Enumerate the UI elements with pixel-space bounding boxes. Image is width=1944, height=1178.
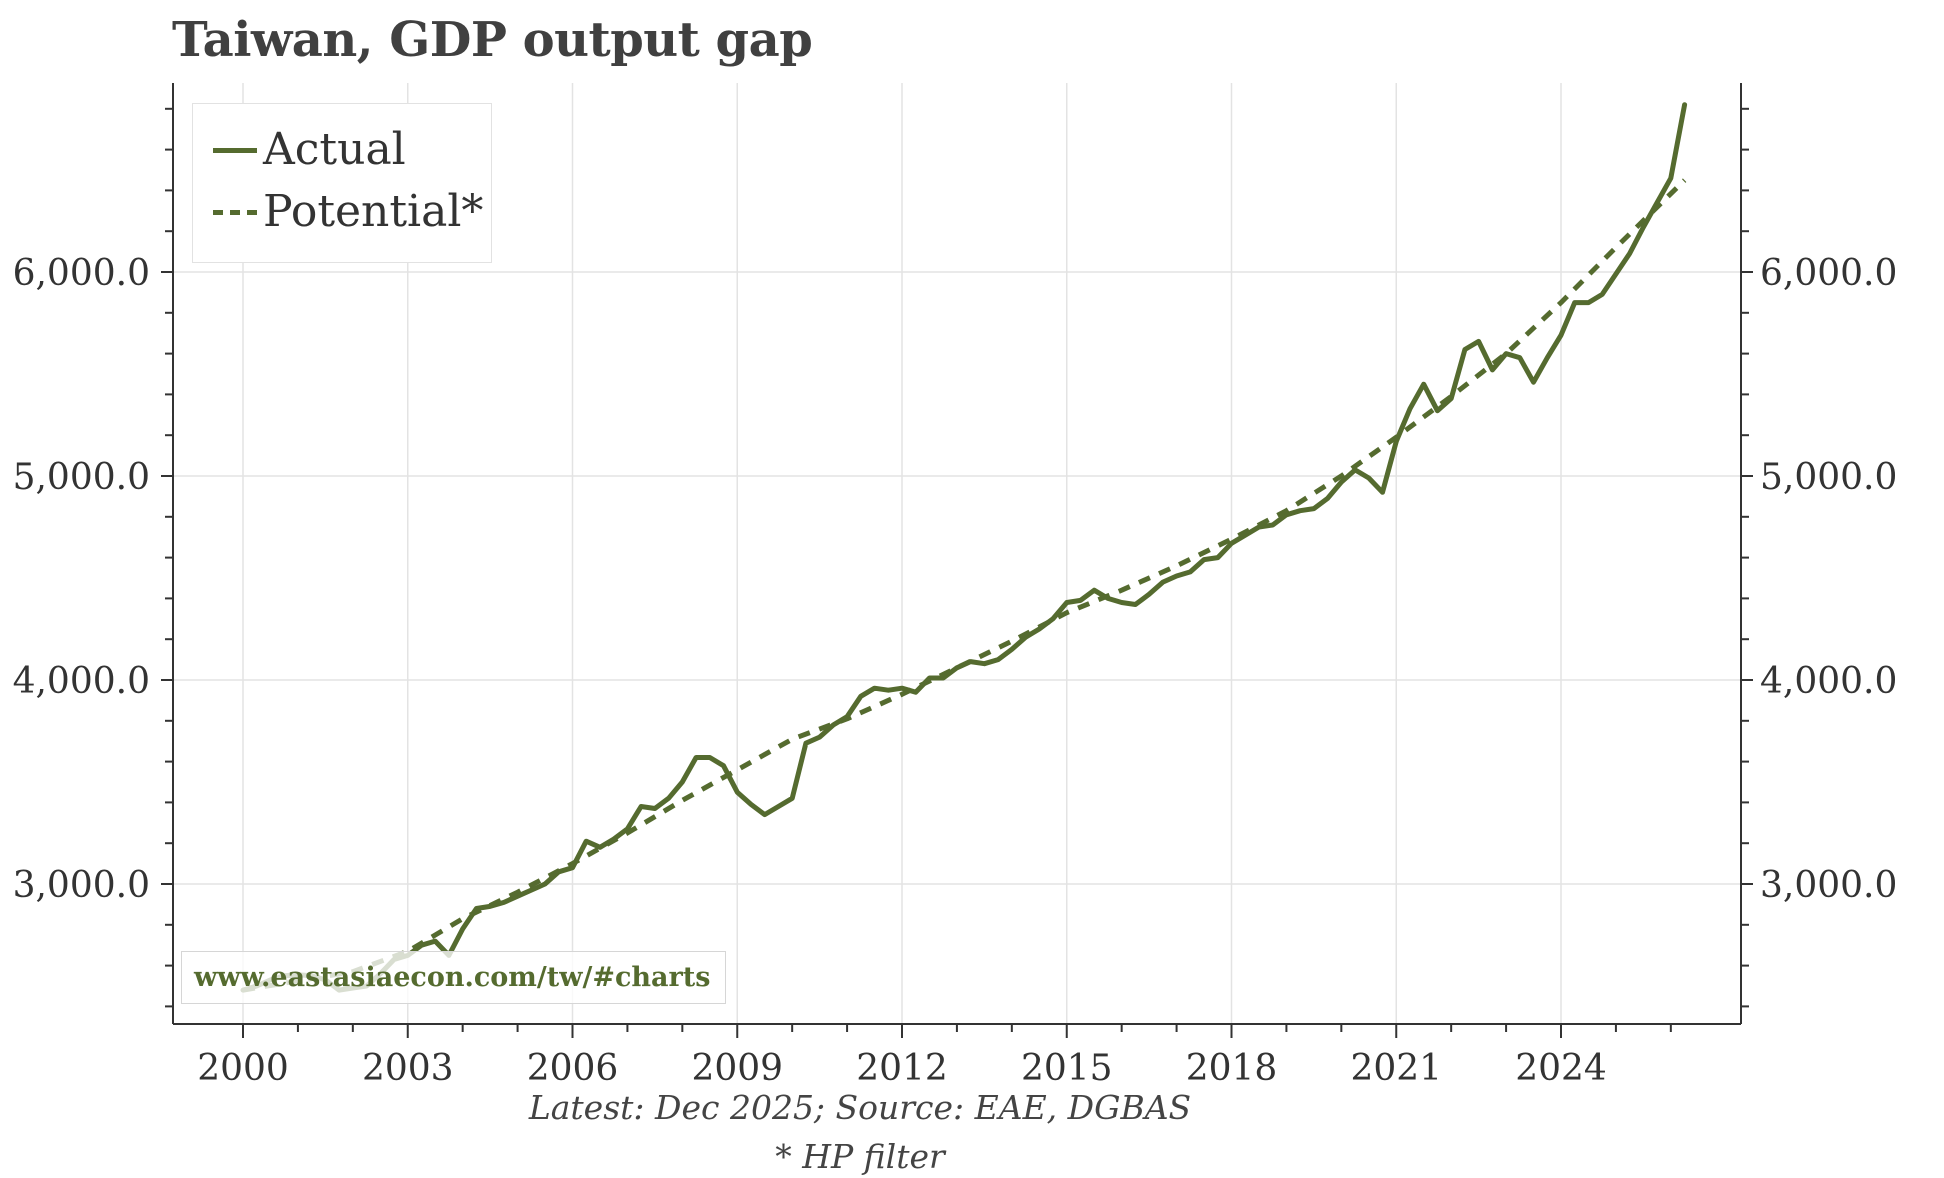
legend-item-actual: Actual	[213, 124, 483, 175]
watermark-box: www.eastasiaecon.com/tw/#charts	[181, 951, 726, 1004]
y-tick-label-left-1: 4,000.0	[13, 661, 150, 702]
x-tick-label-2024: 2024	[1515, 1048, 1607, 1089]
x-tick-label-2021: 2021	[1350, 1048, 1442, 1089]
legend-label-actual: Actual	[263, 124, 406, 175]
x-tick-label-2018: 2018	[1186, 1048, 1278, 1089]
x-tick-label-2000: 2000	[197, 1048, 289, 1089]
watermark-url: www.eastasiaecon.com/tw/#charts	[194, 962, 711, 993]
x-tick-label-2003: 2003	[362, 1048, 454, 1089]
y-tick-label-left-0: 3,000.0	[13, 865, 150, 906]
series-line-potential	[242, 178, 1687, 993]
y-tick-label-right-2: 5,000.0	[1760, 457, 1897, 498]
footer-source: Latest: Dec 2025; Source: EAE, DGBAS	[528, 1088, 1192, 1127]
y-tick-label-right-1: 4,000.0	[1760, 661, 1897, 702]
y-tick-label-left-2: 5,000.0	[13, 457, 150, 498]
series-layer	[240, 102, 1688, 993]
x-tick-label-2012: 2012	[856, 1048, 948, 1089]
x-tick-label-2006: 2006	[527, 1048, 619, 1089]
y-tick-label-right-3: 6,000.0	[1760, 253, 1897, 294]
legend-label-potential: Potential*	[263, 186, 484, 237]
footer-note: * HP filter	[775, 1137, 945, 1176]
x-tick-label-2009: 2009	[691, 1048, 783, 1089]
legend-swatch-potential	[213, 210, 257, 215]
chart-title: Taiwan, GDP output gap	[172, 12, 813, 68]
legend: Actual Potential*	[192, 103, 492, 263]
legend-item-potential: Potential*	[213, 186, 484, 237]
y-tick-label-left-3: 6,000.0	[13, 253, 150, 294]
axes	[161, 83, 1753, 1038]
y-tick-label-right-0: 3,000.0	[1760, 865, 1897, 906]
legend-swatch-actual	[213, 148, 257, 153]
tick-labels: 2000 2003 2006 2009 2012 2015 2018 2021 2024 3,00…	[13, 253, 1898, 1089]
grid-lines	[173, 83, 1741, 1024]
x-tick-label-2015: 2015	[1021, 1048, 1113, 1089]
